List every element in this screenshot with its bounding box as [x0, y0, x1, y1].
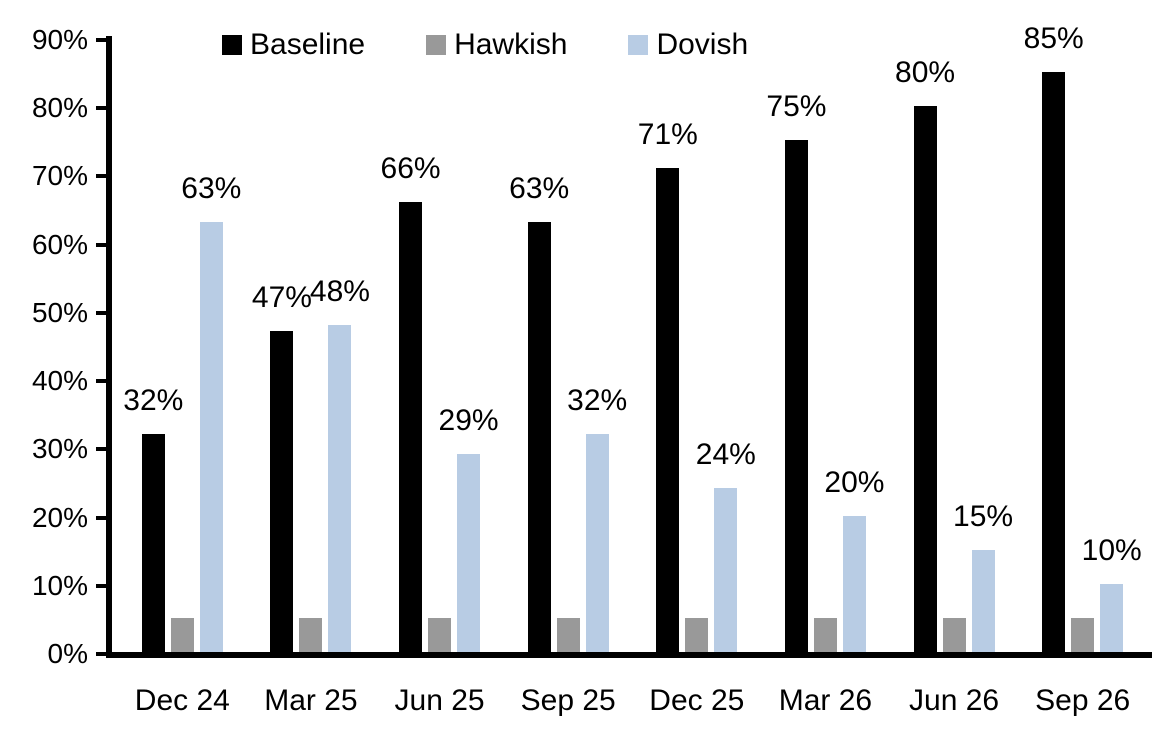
x-axis-label-mar-25: Mar 25 [264, 684, 358, 717]
y-axis-label-0pct: 0% [47, 638, 88, 669]
y-axis-label-30pct: 30% [31, 433, 88, 465]
y-axis-tick-60pct [96, 242, 106, 247]
y-axis-tick-50pct [96, 310, 106, 315]
bar-baseline-dec-24: 32% [123, 385, 183, 652]
y-axis-tick-90pct [96, 38, 106, 42]
bar-value-label-baseline-dec-24: 32% [123, 383, 184, 417]
y-axis-tick-40pct [96, 379, 106, 384]
bar-dovish-mar-25: 48% [310, 276, 370, 652]
bar-dovish-sep-25: 32% [567, 385, 627, 652]
bar-hawkish-sep-25 [556, 617, 580, 652]
x-axis-label-sep-26: Sep 26 [1035, 684, 1131, 717]
bar-value-label-baseline-mar-26: 75% [766, 90, 827, 124]
bar-value-label-baseline-jun-25: 66% [380, 151, 441, 185]
bar-hawkish-mar-25 [299, 617, 323, 652]
bar-value-label-baseline-sep-25: 63% [509, 172, 570, 206]
category-group-jun-26: 80% 15% [890, 38, 1019, 652]
legend-label-dovish: Dovish [656, 28, 749, 61]
y-axis-label-40pct: 40% [31, 365, 88, 397]
bar-baseline-mar-25: 47% [252, 283, 312, 652]
bar-hawkish-dec-24 [170, 617, 194, 652]
x-axis-label-dec-24: Dec 24 [134, 684, 230, 717]
y-axis-label-20pct: 20% [31, 501, 88, 533]
y-axis-tick-70pct [96, 174, 106, 179]
x-axis-labels: Dec 24 Mar 25 Jun 25 Sep 25 Dec 25 Mar 26 Jun … [118, 684, 1147, 718]
bar-baseline-sep-25: 63% [509, 174, 569, 652]
y-axis-label-80pct: 80% [31, 92, 88, 124]
bar-value-label-dovish-dec-25: 24% [695, 438, 756, 472]
plot-area: 32% 63% 47% 48% 66% 29% 63% 32% 71% 24% 75% 20% 80% 1… [118, 24, 1147, 652]
bar-baseline-jun-26: 80% [895, 58, 955, 652]
y-axis-label-90pct: 90% [31, 24, 88, 55]
bar-baseline-mar-26: 75% [766, 92, 826, 652]
bar-dovish-jun-26: 15% [953, 501, 1013, 652]
bar-baseline-jun-25: 66% [381, 153, 441, 652]
bar-dovish-jun-25: 29% [439, 406, 499, 652]
y-axis-tick-30pct [96, 447, 106, 452]
bar-value-label-baseline-sep-26: 85% [1023, 22, 1084, 56]
category-group-mar-25: 47% 48% [247, 38, 376, 652]
bar-dovish-dec-24: 63% [181, 174, 241, 652]
x-axis-label-dec-25: Dec 25 [649, 684, 745, 717]
bar-hawkish-dec-25 [685, 617, 709, 652]
bar-hawkish-mar-26 [813, 617, 837, 652]
y-axis-label-60pct: 60% [31, 228, 88, 260]
category-group-dec-24: 32% 63% [118, 38, 247, 652]
bar-value-label-baseline-jun-26: 80% [895, 56, 956, 90]
legend-item-dovish: Dovish [628, 30, 748, 60]
y-axis-tick-80pct [96, 106, 106, 111]
bar-baseline-sep-26: 85% [1024, 24, 1084, 652]
category-group-jun-25: 66% 29% [375, 38, 504, 652]
x-axis-line [106, 652, 1152, 658]
bar-dovish-sep-26: 10% [1082, 535, 1142, 652]
legend-label-hawkish: Hawkish [454, 28, 568, 61]
bar-value-label-dovish-sep-25: 32% [567, 383, 628, 417]
bar-value-label-dovish-sep-26: 10% [1081, 533, 1142, 567]
bar-baseline-dec-25: 71% [638, 119, 698, 652]
legend-label-baseline: Baseline [250, 28, 366, 61]
legend-swatch-baseline [222, 35, 242, 55]
bar-value-label-baseline-dec-25: 71% [637, 117, 698, 151]
bar-value-label-dovish-jun-25: 29% [438, 404, 499, 438]
category-group-sep-26: 85% 10% [1018, 24, 1147, 652]
bar-value-label-baseline-mar-25: 47% [251, 281, 312, 315]
bar-dovish-mar-26: 20% [824, 467, 884, 652]
bar-dovish-dec-25: 24% [696, 440, 756, 652]
bar-value-label-dovish-dec-24: 63% [181, 172, 242, 206]
legend-swatch-hawkish [426, 35, 447, 55]
x-axis-label-mar-26: Mar 26 [778, 684, 873, 717]
y-axis-label-70pct: 70% [31, 160, 88, 192]
legend-item-hawkish: Hawkish [426, 30, 567, 60]
bar-value-label-dovish-mar-25: 48% [309, 274, 370, 308]
bar-hawkish-jun-26 [942, 617, 966, 652]
y-axis-line [106, 36, 112, 658]
category-group-sep-25: 63% 32% [504, 38, 633, 652]
legend-item-baseline: Baseline [222, 30, 365, 60]
bar-hawkish-jun-25 [428, 617, 452, 652]
chart-legend: Baseline Hawkish Dovish [222, 30, 748, 60]
bar-value-label-dovish-jun-26: 15% [953, 499, 1014, 533]
category-group-mar-26: 75% 20% [761, 38, 890, 652]
x-axis-label-sep-25: Sep 25 [520, 684, 616, 717]
bar-hawkish-sep-26 [1071, 617, 1095, 652]
legend-swatch-dovish [628, 35, 649, 55]
category-group-dec-25: 71% 24% [633, 38, 762, 652]
y-axis-tick-20pct [96, 515, 106, 520]
y-axis-tick-0pct [96, 652, 106, 656]
y-axis-label-50pct: 50% [31, 296, 88, 328]
bar-value-label-dovish-mar-26: 20% [824, 465, 885, 499]
x-axis-label-jun-26: Jun 26 [909, 684, 1000, 717]
x-axis-label-jun-25: Jun 25 [394, 684, 485, 717]
y-axis-label-10pct: 10% [31, 569, 88, 601]
y-axis-tick-10pct [96, 583, 106, 588]
